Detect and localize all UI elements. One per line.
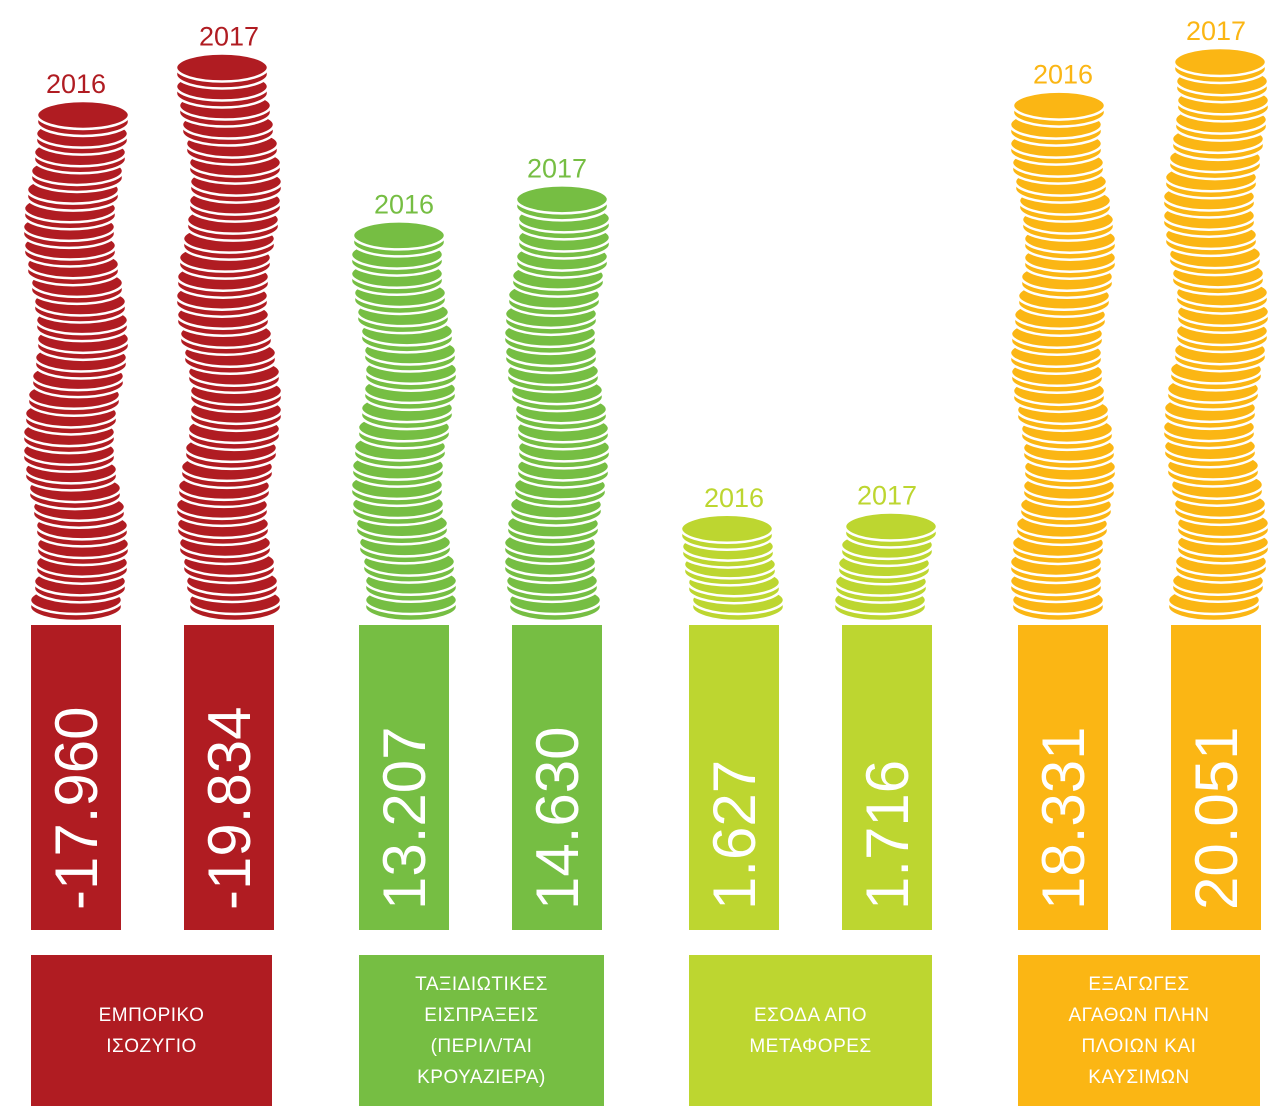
value-label-g2-2016: 1.627 — [701, 760, 768, 910]
coin — [35, 99, 131, 138]
coin — [843, 511, 939, 549]
category-label-trade-balance: ΕΜΠΟΡΙΚΟ ΙΣΟΖΥΓΙΟ — [31, 955, 272, 1106]
coin — [1172, 46, 1268, 85]
value-label-g3-2017: 20.051 — [1183, 726, 1250, 910]
value-label-g1-2017: 14.630 — [524, 726, 591, 910]
coin-stack-g1-2016 — [349, 220, 459, 623]
category-label-goods-exports: ΕΞΑΓΩΓΕΣ ΑΓΑΘΩΝ ΠΛΗΝ ΠΛΟΙΩΝ ΚΑΙ ΚΑΥΣΙΜΩΝ — [1018, 955, 1260, 1106]
coin-stack-g3-2016 — [1008, 90, 1118, 623]
coin-stack-g2-2017 — [832, 511, 939, 623]
value-label-g0-2016: -17.960 — [43, 707, 110, 911]
year-label-g3-2017: 2017 — [1186, 16, 1246, 46]
coin-stack-g0-2016 — [21, 99, 131, 623]
coin — [514, 184, 610, 222]
coin-stack-g0-2017 — [174, 52, 284, 623]
value-bar-g0-2017 — [184, 625, 274, 930]
value-label-g0-2017: -19.834 — [196, 707, 263, 911]
year-label-g1-2017: 2017 — [527, 153, 587, 183]
coin — [679, 513, 775, 552]
coin — [351, 220, 447, 258]
year-label-g3-2016: 2016 — [1033, 60, 1093, 90]
value-bar-g1-2016 — [359, 625, 449, 930]
value-label-g2-2017: 1.716 — [854, 760, 921, 910]
coin-stack-g1-2017 — [502, 184, 612, 623]
year-label-g2-2017: 2017 — [857, 481, 917, 511]
category-label-transport-receipts: ΕΣΟΔΑ ΑΠΟ ΜΕΤΑΦΟΡΕΣ — [689, 955, 932, 1106]
coin — [174, 52, 270, 90]
value-label-g3-2016: 18.331 — [1030, 726, 1097, 910]
year-label-g0-2016: 2016 — [46, 69, 106, 99]
value-bar-g0-2016 — [31, 625, 121, 930]
year-label-g0-2017: 2017 — [199, 21, 259, 51]
year-label-g2-2016: 2016 — [704, 483, 764, 513]
value-bar-g3-2017 — [1171, 625, 1261, 930]
value-bar-g2-2017 — [842, 625, 932, 930]
category-label-travel-receipts: ΤΑΞΙΔΙΩΤΙΚΕΣ ΕΙΣΠΡΑΞΕΙΣ (ΠΕΡΙΛ/ΤΑΙ ΚΡΟΥΑ… — [359, 955, 604, 1106]
value-label-g1-2016: 13.207 — [371, 726, 438, 910]
value-bar-g1-2017 — [512, 625, 602, 930]
coin-stack-g2-2016 — [679, 513, 786, 623]
coin — [1011, 90, 1107, 128]
value-bar-g2-2016 — [689, 625, 779, 930]
value-bar-g3-2016 — [1018, 625, 1108, 930]
coin-stack-g3-2017 — [1161, 46, 1271, 623]
year-label-g1-2016: 2016 — [374, 189, 434, 219]
